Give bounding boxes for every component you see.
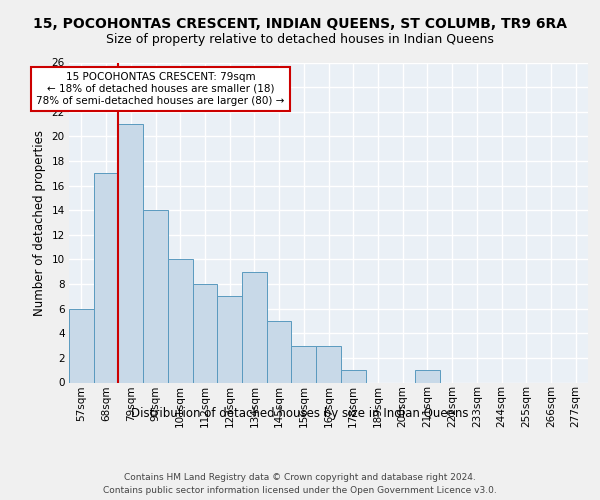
Bar xyxy=(168,260,193,382)
Text: Size of property relative to detached houses in Indian Queens: Size of property relative to detached ho… xyxy=(106,32,494,46)
Bar xyxy=(217,296,242,382)
Text: 15 POCOHONTAS CRESCENT: 79sqm
← 18% of detached houses are smaller (18)
78% of s: 15 POCOHONTAS CRESCENT: 79sqm ← 18% of d… xyxy=(36,72,284,106)
Bar xyxy=(292,346,316,383)
Text: 15, POCOHONTAS CRESCENT, INDIAN QUEENS, ST COLUMB, TR9 6RA: 15, POCOHONTAS CRESCENT, INDIAN QUEENS, … xyxy=(33,18,567,32)
Bar xyxy=(415,370,440,382)
Bar xyxy=(118,124,143,382)
Bar xyxy=(316,346,341,383)
Bar xyxy=(341,370,365,382)
Y-axis label: Number of detached properties: Number of detached properties xyxy=(33,130,46,316)
Text: Contains HM Land Registry data © Crown copyright and database right 2024.
Contai: Contains HM Land Registry data © Crown c… xyxy=(103,472,497,494)
Bar xyxy=(193,284,217,382)
Bar xyxy=(143,210,168,382)
Bar xyxy=(69,308,94,382)
Text: Distribution of detached houses by size in Indian Queens: Distribution of detached houses by size … xyxy=(131,408,469,420)
Bar xyxy=(242,272,267,382)
Bar xyxy=(94,174,118,382)
Bar xyxy=(267,321,292,382)
